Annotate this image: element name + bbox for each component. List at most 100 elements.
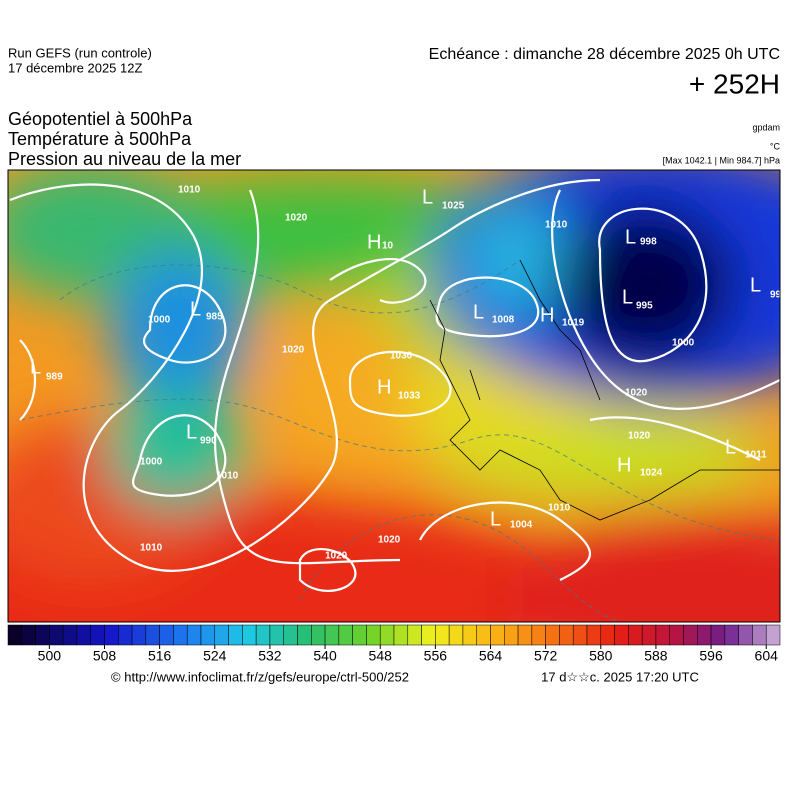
colorbar-swatch <box>490 624 505 646</box>
colorbar-swatch <box>655 624 670 646</box>
colorbar-swatch <box>710 624 726 646</box>
colorbar-swatch <box>366 624 381 646</box>
colorbar-swatch <box>338 624 353 646</box>
colorbar-swatch <box>90 624 105 646</box>
pressure-center: H <box>540 304 554 326</box>
colorbar-swatch <box>724 624 739 646</box>
colorbar-swatch <box>62 624 78 646</box>
colorbar-swatch <box>35 624 50 646</box>
colorbar-swatch <box>200 624 216 646</box>
colorbar-swatch <box>311 624 326 646</box>
colorbar-swatch <box>393 624 409 646</box>
title: Géopotentiel à 500hPa <box>8 109 193 129</box>
unit: °C <box>770 141 781 151</box>
colorbar-swatch <box>159 624 174 646</box>
pressure-center: L <box>30 356 41 378</box>
colorbar-swatch <box>421 624 436 646</box>
pressure-center: L <box>622 286 633 308</box>
pressure-center: H <box>617 454 631 476</box>
colorbar-swatch <box>738 624 753 646</box>
colorbar-label: 588 <box>644 648 668 664</box>
isobar-label: 1025 <box>442 201 465 212</box>
isobar-label: 1000 <box>148 315 171 326</box>
colorbar-label: 524 <box>203 648 227 664</box>
isobar-label: 1010 <box>545 220 568 231</box>
colorbar-swatch <box>683 624 698 646</box>
colorbar-label: 548 <box>369 648 393 664</box>
isobar-label: 989 <box>46 372 63 383</box>
colorbar-swatch <box>49 624 64 646</box>
colorbar-label: 532 <box>258 648 282 664</box>
colorbar-label: 572 <box>534 648 558 664</box>
colorbar-swatch <box>7 624 23 646</box>
isobar-label: 1024 <box>640 468 663 479</box>
pressure-center: H <box>377 376 391 398</box>
pressure-center: L <box>750 274 761 296</box>
isobar-label: 1010 <box>216 471 239 482</box>
colorbar-label: 516 <box>148 648 172 664</box>
isobar-label: 1010 <box>140 543 163 554</box>
pressure-center: L <box>490 508 501 530</box>
isobar-label: 1004 <box>510 520 533 531</box>
colorbar-swatch <box>586 624 602 646</box>
isobar-label: 1020 <box>625 388 648 399</box>
colorbar-swatch <box>407 624 422 646</box>
colorbar-label: 508 <box>93 648 117 664</box>
colorbar-swatch <box>765 624 781 646</box>
isobar-label: 1008 <box>492 315 515 326</box>
colorbar-label: 596 <box>699 648 723 664</box>
colorbar-label: 540 <box>313 648 337 664</box>
pressure-center: L <box>190 298 201 320</box>
isobar-label: 1000 <box>140 457 163 468</box>
colorbar-swatch <box>435 624 450 646</box>
colorbar-swatch <box>614 624 629 646</box>
pressure-center: L <box>186 421 197 443</box>
colorbar-swatch <box>752 624 767 646</box>
isobar-label: 1020 <box>285 213 308 224</box>
lead-time: + 252H <box>689 68 780 99</box>
isobar-label: 995 <box>636 301 653 312</box>
colorbar-swatch <box>517 624 533 646</box>
colorbar-label: 604 <box>755 648 779 664</box>
colorbar-swatch <box>669 624 684 646</box>
pressure-center: L <box>473 301 484 323</box>
title: Température à 500hPa <box>8 129 192 149</box>
isobar-label: 1000 <box>672 338 695 349</box>
timestamp: 17 d☆☆c. 2025 17:20 UTC <box>541 669 699 684</box>
isobar-label: 1020 <box>378 535 401 546</box>
colorbar-swatch <box>697 624 712 646</box>
colorbar-swatch <box>641 624 657 646</box>
isobar-label: 1020 <box>282 345 305 356</box>
colorbar-label: 580 <box>589 648 613 664</box>
colorbar-swatch <box>186 624 202 646</box>
model: Run GEFS (run controle) <box>8 45 152 60</box>
colorbar-swatch <box>448 624 464 646</box>
source-url: © http://www.infoclimat.fr/z/gefs/europe… <box>111 669 409 684</box>
isobar-label: 998 <box>640 237 657 248</box>
isobar-label: 1019 <box>562 318 585 329</box>
pressure-center: H <box>367 231 381 253</box>
isobar-label: 1020 <box>325 551 348 562</box>
isobar-label: 1010 <box>178 185 201 196</box>
colorbar-swatch <box>462 624 477 646</box>
colorbar-swatch <box>269 624 284 646</box>
isobar-label: 1010 <box>548 503 571 514</box>
colorbar-swatch <box>173 624 188 646</box>
colorbar-swatch <box>379 624 395 646</box>
extremes: [Max 1042.1 | Min 984.7] hPa <box>663 155 780 165</box>
colorbar-swatch <box>21 624 36 646</box>
colorbar: 500 508 516 524 532 540 548 556 564 572 580 588 596 6… <box>7 624 781 664</box>
colorbar-swatch <box>545 624 560 646</box>
colorbar-swatch <box>572 624 588 646</box>
colorbar-swatch <box>531 624 546 646</box>
isobar-label: 1020 <box>628 431 651 442</box>
isobar-label: 1030 <box>390 351 413 362</box>
colorbar-swatch <box>131 624 147 646</box>
pressure-center: L <box>725 436 736 458</box>
colorbar-swatch <box>628 624 643 646</box>
isobar-label: 990 <box>200 436 217 447</box>
pressure-center: L <box>422 186 433 208</box>
colorbar-swatch <box>214 624 229 646</box>
